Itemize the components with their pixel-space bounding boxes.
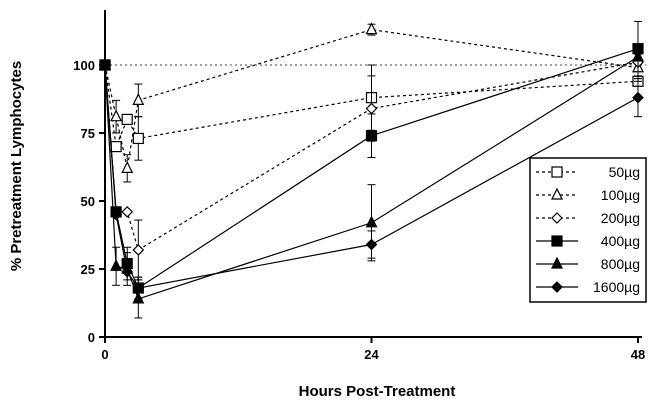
axes-layer: 0 25 50 75 100 0 24 48: [73, 10, 645, 362]
legend-box: [529, 157, 647, 303]
data-point: [121, 113, 133, 126]
data-point: [365, 215, 378, 228]
data-point: [132, 244, 145, 256]
legend-marker: [551, 212, 563, 224]
y-axis-label: % Pretreatment Lymphocytes: [8, 61, 25, 271]
legend-entry: 400µg: [601, 233, 640, 249]
data-point: [365, 22, 378, 35]
data-point: [132, 282, 145, 294]
data-point: [632, 49, 644, 62]
y-tick-label: 25: [81, 262, 95, 277]
data-point: [132, 93, 145, 105]
x-tick-label: 24: [364, 347, 379, 362]
series-line: [104, 29, 639, 169]
data-point: [110, 141, 122, 153]
legend-marker: [551, 235, 563, 247]
legend-entry: 1600µg: [593, 279, 640, 295]
data-point: [121, 265, 134, 278]
data-point: [110, 109, 123, 122]
series-layer: [99, 20, 644, 319]
legend-marker: [551, 187, 563, 200]
legend: 50µg 100µg 200µg 400µg 800µg 1600µg: [529, 157, 647, 303]
x-tick-label: 48: [631, 347, 645, 362]
legend-marker: [551, 256, 563, 269]
data-point: [121, 161, 134, 173]
legend-entry: 800µg: [601, 256, 640, 272]
data-point: [121, 206, 134, 218]
data-point: [365, 130, 378, 142]
data-point: [132, 132, 144, 145]
x-tick-label: 0: [101, 347, 108, 362]
data-point: [110, 258, 123, 271]
data-point: [365, 238, 378, 251]
x-axis-label: Hours Post-Treatment: [299, 383, 456, 400]
y-tick-label: 50: [81, 194, 95, 209]
series-100µg: [99, 22, 644, 183]
legend-entry: 200µg: [601, 210, 640, 226]
legend-entry: 50µg: [609, 164, 640, 180]
legend-entry: 100µg: [601, 187, 640, 203]
y-tick-label: 100: [73, 58, 95, 73]
y-tick-label: 0: [88, 330, 95, 345]
y-tick-label: 75: [81, 126, 95, 141]
legend-marker: [551, 281, 563, 293]
data-point: [110, 208, 122, 221]
legend-marker: [551, 166, 563, 178]
data-point: [365, 102, 378, 115]
series-1600µg: [99, 59, 644, 300]
series-line: [104, 64, 639, 289]
series-line: [104, 56, 639, 300]
data-point: [632, 91, 644, 104]
